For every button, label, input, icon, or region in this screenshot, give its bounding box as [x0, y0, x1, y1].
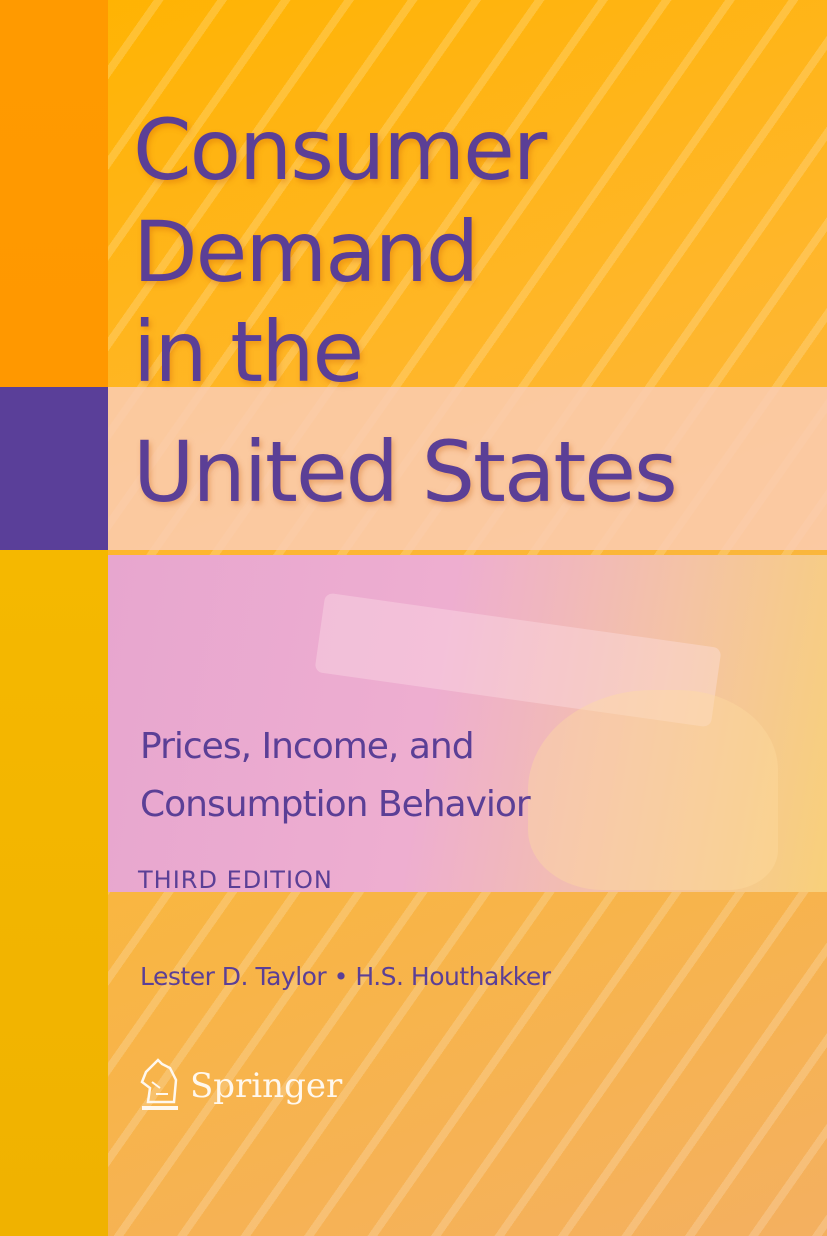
title-line-4: United States: [133, 423, 678, 521]
title-line-3: in the: [133, 303, 364, 401]
edition-label: THIRD EDITION: [138, 866, 333, 894]
left-bar-purple: [0, 387, 108, 550]
title-band: [108, 387, 827, 550]
subtitle-line-1: Prices, Income, and: [140, 726, 475, 767]
authors: Lester D. Taylor • H.S. Houthakker: [140, 962, 551, 991]
subtitle-line-2: Consumption Behavior: [140, 784, 531, 825]
left-bar-orange: [0, 0, 108, 387]
publisher-logo: Springer: [138, 1058, 342, 1114]
hand-image: [528, 690, 778, 890]
title-line-1: Consumer: [133, 101, 547, 199]
title-line-2: Demand: [133, 203, 479, 301]
knight-horse-icon: [140, 1058, 178, 1110]
left-bar-yellow: [0, 550, 108, 1236]
cover-photo-credit-card: [108, 555, 827, 892]
publisher-name: Springer: [190, 1066, 343, 1106]
